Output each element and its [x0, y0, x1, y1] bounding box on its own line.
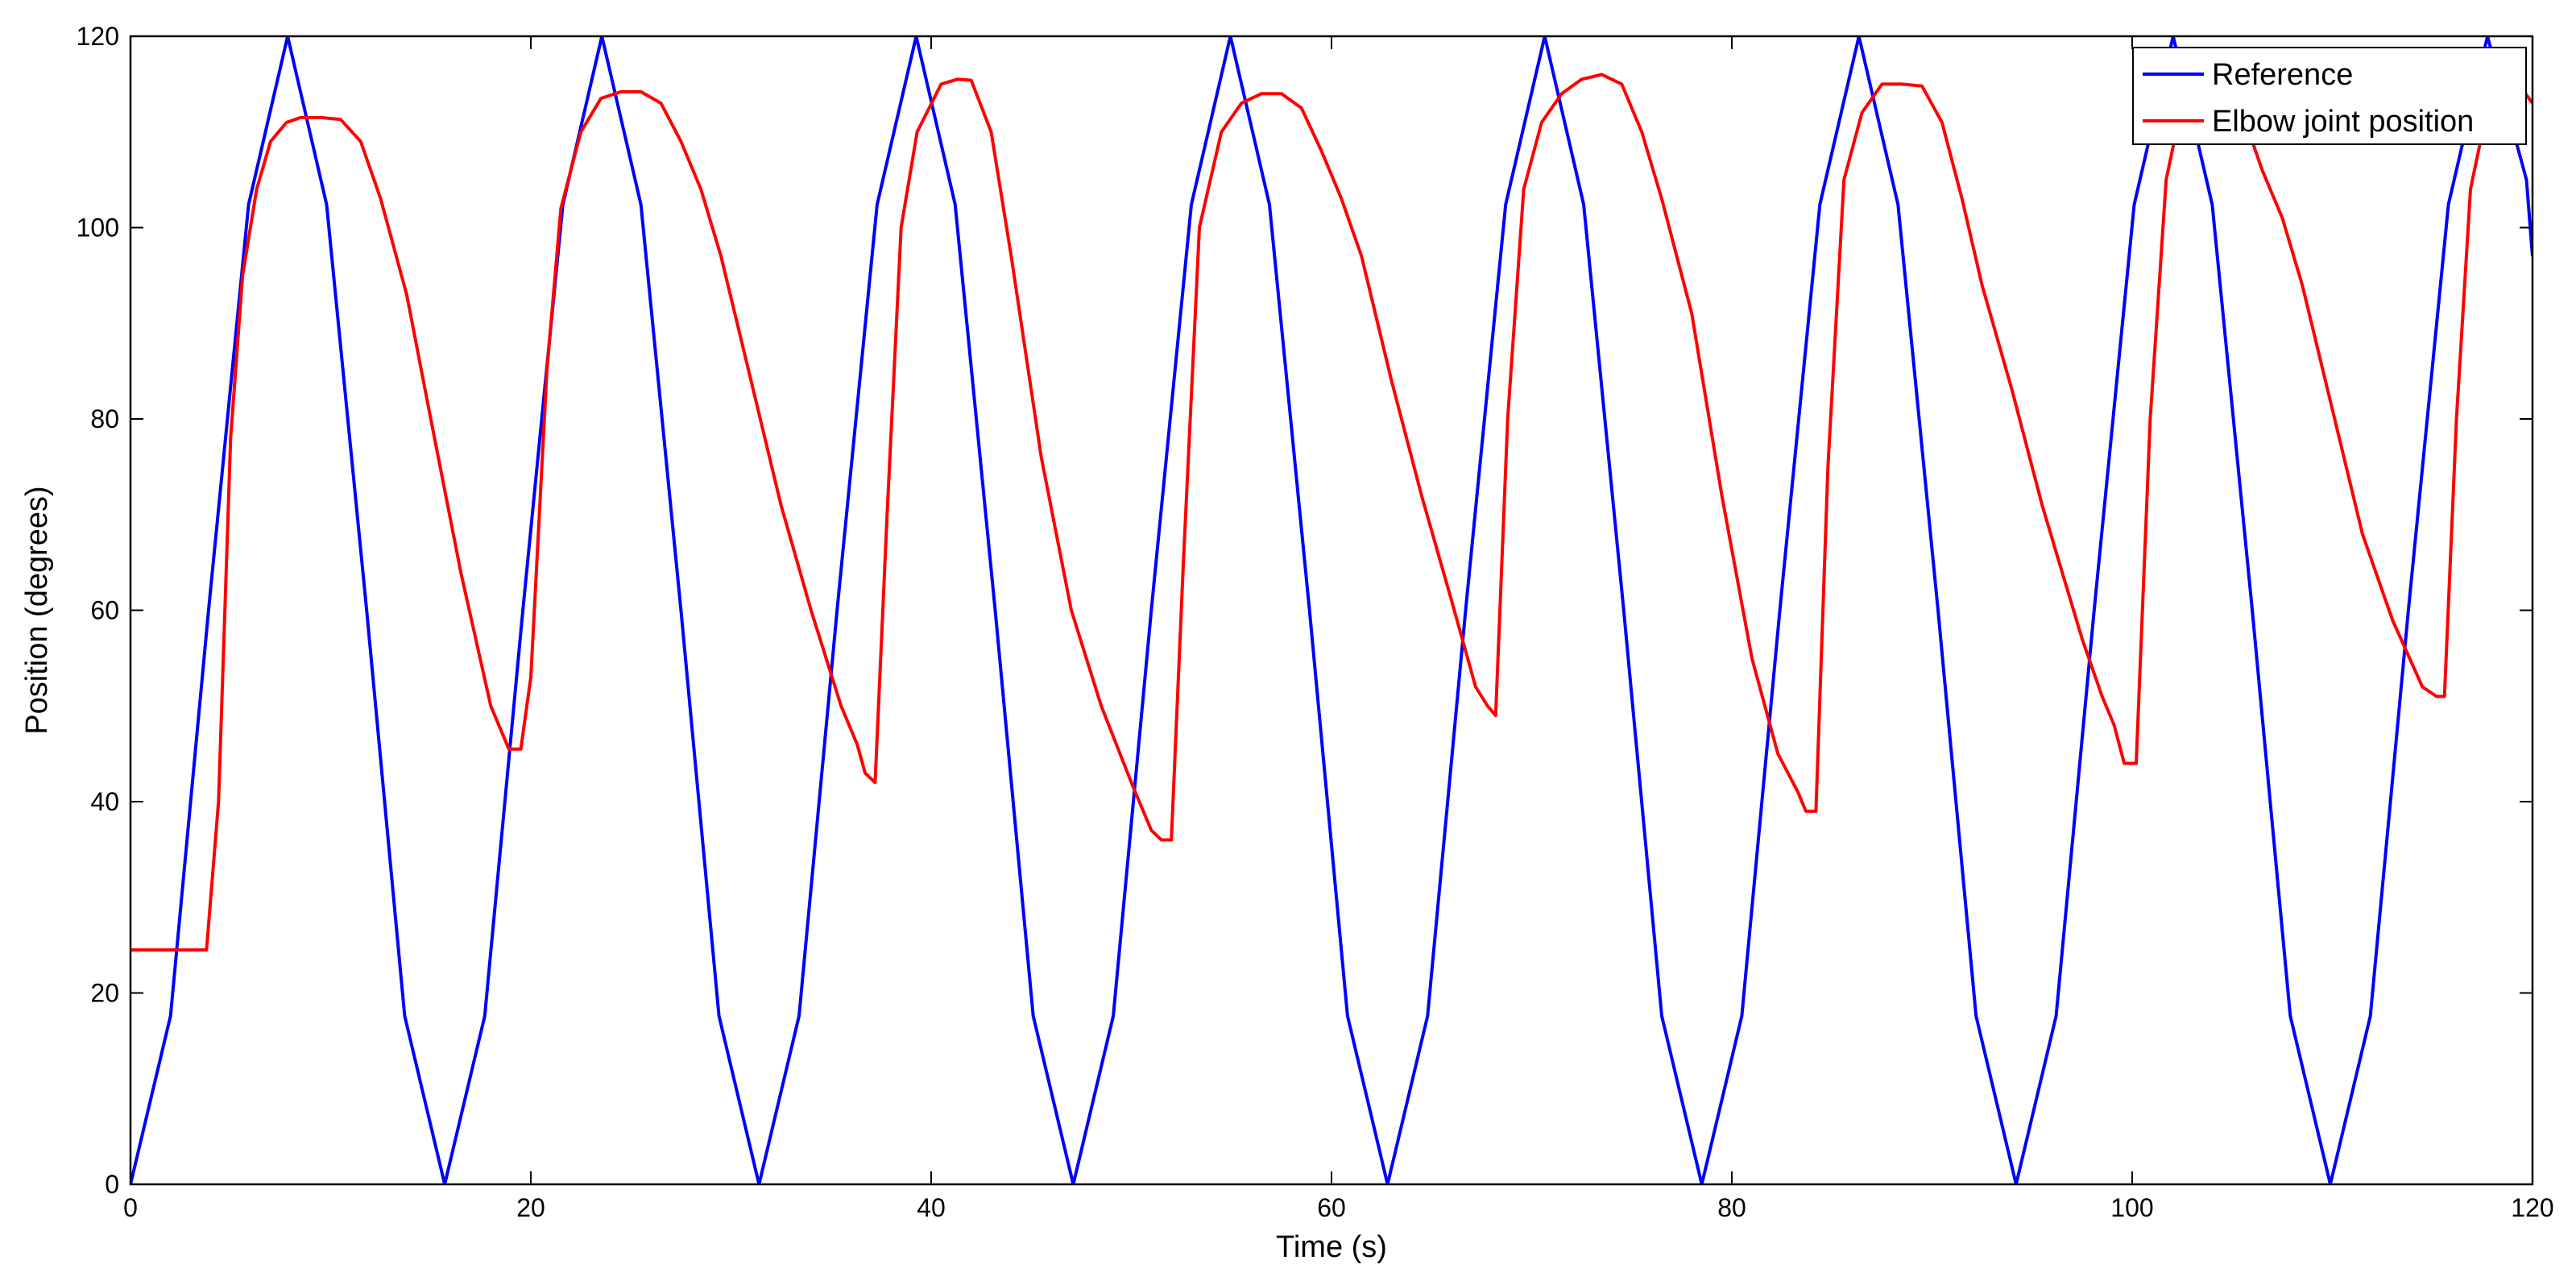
x-tick-label: 0	[123, 1193, 138, 1222]
legend: Reference Elbow joint position	[2132, 47, 2527, 145]
x-axis-label: Time (s)	[1276, 1230, 1387, 1264]
series-line-elbow-joint-position	[130, 68, 2533, 952]
y-tick-label: 100	[77, 214, 119, 243]
y-tick-label: 60	[90, 596, 119, 625]
x-tick-label: 100	[2110, 1193, 2153, 1222]
y-tick-label: 40	[90, 787, 119, 816]
x-tick-label: 60	[1317, 1193, 1346, 1222]
y-tick-label: 120	[77, 22, 119, 51]
y-tick-label: 0	[105, 1170, 119, 1199]
x-tick-label: 80	[1717, 1193, 1746, 1222]
plot-area	[130, 36, 2533, 1184]
legend-entry-elbow-joint-position: Elbow joint position	[2212, 105, 2474, 139]
y-tick-label: 20	[90, 979, 119, 1008]
y-axis: 0 20 40 60 80 100 120	[77, 22, 2533, 1199]
x-axis: 0 20 40 60 80 100 120	[123, 36, 2554, 1222]
legend-box	[2132, 47, 2527, 145]
x-tick-label: 120	[2511, 1193, 2553, 1222]
x-tick-label: 20	[516, 1193, 545, 1222]
y-axis-label: Position (degrees)	[20, 486, 54, 734]
x-tick-label: 40	[917, 1193, 946, 1222]
y-tick-label: 80	[90, 404, 119, 433]
legend-entry-reference: Reference	[2212, 58, 2353, 92]
